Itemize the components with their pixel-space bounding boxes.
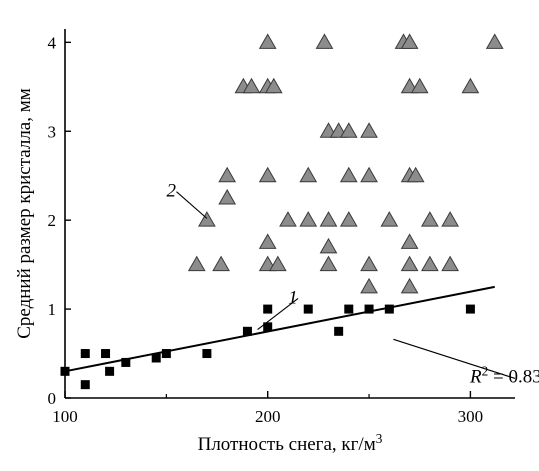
square-point: [151, 353, 161, 363]
triangle-point: [485, 33, 504, 49]
series-1-layer: [60, 304, 475, 390]
x-tick-label: 300: [458, 407, 484, 426]
triangle-point: [319, 211, 338, 227]
x-tick-label: 200: [255, 407, 281, 426]
annotation-label: 2: [166, 181, 176, 202]
triangle-point: [410, 77, 429, 94]
square-point: [465, 304, 475, 314]
triangle-point: [198, 211, 216, 227]
triangle-point: [264, 77, 283, 94]
square-point: [344, 304, 354, 314]
triangle-point: [279, 211, 297, 227]
triangle-point: [268, 255, 287, 272]
triangle-point: [299, 211, 318, 227]
square-point: [334, 326, 344, 336]
regression-line: [64, 285, 495, 373]
triangle-point: [258, 166, 277, 183]
x-tick-label: 100: [52, 407, 78, 426]
triangle-point: [319, 237, 338, 254]
triangle-point: [406, 166, 425, 183]
annotation-leader: [257, 297, 299, 330]
square-point: [121, 357, 131, 367]
square-point: [242, 326, 252, 336]
y-axis-title: Средний размер кристалла, мм: [14, 88, 35, 339]
square-point: [364, 304, 374, 314]
square-point: [384, 304, 394, 314]
triangle-point: [258, 233, 277, 249]
triangle-point: [400, 33, 419, 49]
y-tick-label: 1: [48, 300, 57, 319]
square-point: [105, 366, 115, 376]
triangle-point: [461, 77, 480, 94]
triangle-point: [242, 77, 261, 94]
square-point: [202, 349, 212, 359]
square-point: [303, 304, 313, 314]
triangle-point: [360, 255, 378, 272]
triangle-point: [400, 233, 419, 249]
square-point: [263, 304, 273, 314]
annotation-leader: [393, 338, 516, 379]
square-point: [80, 380, 90, 390]
triangle-point: [441, 211, 459, 227]
square-point: [263, 322, 273, 332]
triangle-point: [212, 255, 230, 272]
triangle-point: [400, 255, 419, 272]
y-tick-label: 3: [48, 122, 57, 141]
y-tick-label: 2: [48, 211, 57, 230]
square-point: [101, 349, 111, 359]
square-point: [80, 349, 90, 359]
triangle-point: [339, 211, 358, 227]
y-tick-label: 0: [48, 389, 57, 408]
triangle-point: [187, 255, 206, 272]
x-axis-title: Плотность снега, кг/м3: [198, 431, 383, 456]
triangle-point: [360, 277, 378, 294]
triangle-point: [218, 188, 237, 205]
y-tick-label: 4: [48, 33, 57, 52]
triangle-point: [421, 211, 439, 227]
triangle-point: [218, 166, 237, 183]
annotations-layer: 1 2 R2 = 0.83: [166, 181, 539, 388]
triangle-point: [299, 166, 318, 183]
triangle-point: [339, 122, 358, 138]
square-point: [60, 366, 70, 376]
annotation-label: 1: [288, 287, 298, 308]
triangle-point: [421, 255, 439, 272]
triangle-point: [360, 166, 378, 183]
triangle-point: [339, 166, 358, 183]
annotation-leader: [176, 191, 208, 219]
triangle-point: [380, 211, 399, 227]
square-point: [161, 349, 171, 359]
triangle-point: [315, 33, 334, 49]
triangle-point: [400, 277, 419, 294]
axes: 0 1 2 3 4 100 200 300 Плотность снега, кг/м3 Сред…: [14, 29, 515, 455]
triangle-point: [360, 122, 378, 138]
regression-layer: [64, 285, 495, 373]
annotation-label: R2 = 0.83: [469, 363, 539, 388]
triangle-point: [258, 33, 277, 49]
triangle-point: [319, 255, 338, 272]
series-2-layer: [187, 33, 504, 294]
triangle-point: [441, 255, 459, 272]
